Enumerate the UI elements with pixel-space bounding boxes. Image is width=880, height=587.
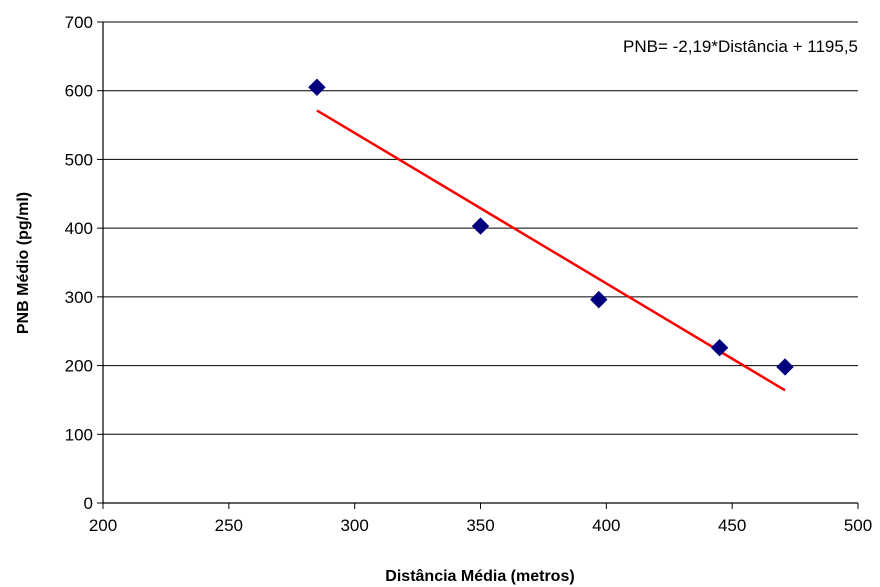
data-points xyxy=(308,78,794,376)
equation-annotation: PNB= -2,19*Distância + 1195,5 xyxy=(623,37,858,56)
x-tick-label: 350 xyxy=(466,516,494,535)
y-tick-label: 500 xyxy=(65,150,93,169)
y-tick-label: 0 xyxy=(84,494,93,513)
x-axis-title: Distância Média (metros) xyxy=(385,568,574,585)
gridlines xyxy=(103,21,858,435)
y-tick-label: 100 xyxy=(65,425,93,444)
trendline-group xyxy=(316,109,786,392)
x-tick-label: 450 xyxy=(718,516,746,535)
data-point xyxy=(710,338,729,357)
x-tick-label: 500 xyxy=(844,516,872,535)
ticks: 0 100 200 300 400 500 600 700 200 250 300 350 400 450… xyxy=(65,13,873,535)
y-axis-title: PNB Médio (pg/ml) xyxy=(15,192,32,334)
axes xyxy=(102,22,858,504)
x-tick-label: 200 xyxy=(89,516,117,535)
y-tick-label: 200 xyxy=(65,357,93,376)
x-tick-label: 300 xyxy=(340,516,368,535)
y-tick-label: 700 xyxy=(65,13,93,32)
x-tick-label: 250 xyxy=(215,516,243,535)
y-tick-label: 600 xyxy=(65,82,93,101)
data-point xyxy=(590,290,608,309)
data-point xyxy=(308,78,326,96)
data-point xyxy=(471,217,490,235)
x-tick-label: 400 xyxy=(592,516,620,535)
trendline xyxy=(316,109,786,392)
data-point xyxy=(776,358,794,376)
y-tick-label: 400 xyxy=(65,219,93,238)
y-tick-label: 300 xyxy=(65,288,93,307)
